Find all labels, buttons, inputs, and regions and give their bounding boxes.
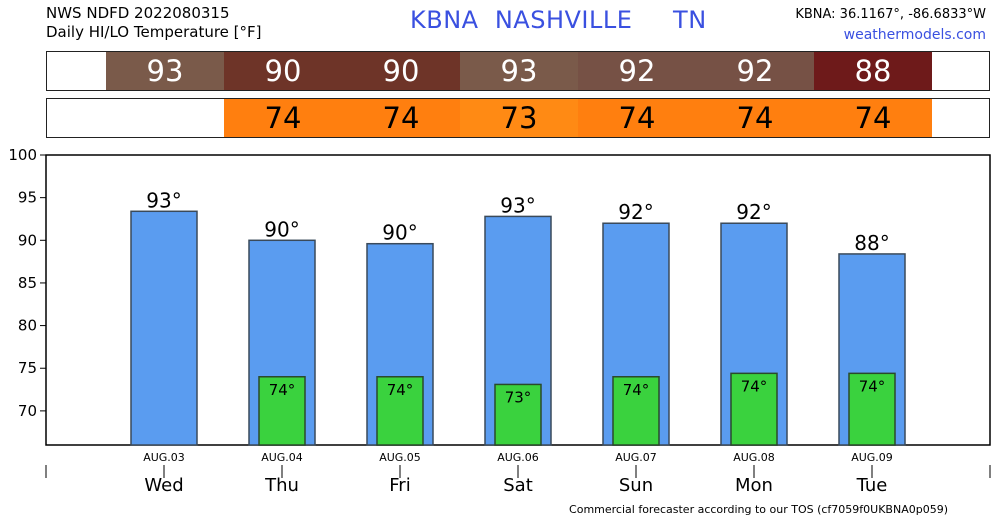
date-label: AUG.04 [261,451,303,464]
model-run-label: NWS NDFD 2022080315 [46,4,230,22]
date-label: AUG.03 [143,451,185,464]
y-tick-label: 95 [18,189,37,207]
y-tick-label: 85 [18,274,37,292]
hi-temp-cell: 90 [342,52,460,90]
y-tick-label: 70 [18,402,37,420]
lo-temp-cell: 74 [814,99,932,137]
hi-temp-label: 88° [854,231,889,255]
lo-temp-label: 74° [387,381,414,399]
y-tick-label: 75 [18,359,37,377]
y-tick-label: 90 [18,231,37,249]
lo-temp-cell: 74 [342,99,460,137]
lo-temp-label: 74° [269,381,296,399]
lo-temp-cell: 74 [224,99,342,137]
y-tick-label: 80 [18,317,37,335]
hi-temp-label: 93° [500,193,535,217]
lo-temp-label: 74° [741,377,768,395]
lo-temp-bar [494,383,542,446]
lo-temp-cell: 74 [696,99,814,137]
lo-temp-bar [258,376,306,446]
header-left: NWS NDFD 2022080315 Daily HI/LO Temperat… [46,4,262,42]
lo-temp-cell: 74 [578,99,696,137]
header-right: KBNA: 36.1167°, -86.6833°W weathermodels… [795,5,986,45]
lo-temp-label: 74° [623,381,650,399]
lo-temp-bar [612,376,660,446]
hi-temp-bar [130,210,198,446]
day-label: Fri [389,475,410,496]
hi-temp-cell: 90 [224,52,342,90]
lo-temp-cell: 73 [460,99,578,137]
hi-temp-cell: 92 [578,52,696,90]
site-link[interactable]: weathermodels.com [843,27,986,43]
hi-temp-label: 92° [736,200,771,224]
day-label: Sun [619,475,653,496]
lo-temp-bar [730,372,778,446]
date-label: AUG.06 [497,451,539,464]
date-label: AUG.05 [379,451,421,464]
lo-temp-bar [376,376,424,446]
hi-temp-label: 92° [618,200,653,224]
lo-temp-label: 73° [505,388,532,406]
hi-temp-strip: 93 90 90 93 92 92 88 [46,51,990,91]
lo-temp-cell [106,99,224,137]
hi-temp-label: 90° [264,217,299,241]
day-label: Thu [264,475,299,496]
hi-temp-label: 93° [146,188,181,212]
y-tick-label: 100 [8,146,37,164]
hi-temp-cell: 93 [460,52,578,90]
date-label: AUG.07 [615,451,657,464]
date-label: AUG.09 [851,451,893,464]
day-label: Sat [503,475,533,496]
chart-title: Daily HI/LO Temperature [°F] [46,23,262,41]
hi-temp-label: 90° [382,221,417,245]
day-label: Tue [856,475,888,496]
station-title: KBNA NASHVILLE TN [410,6,707,34]
hi-temp-cell: 88 [814,52,932,90]
lo-temp-bar [848,372,896,446]
footer-note: Commercial forecaster according to our T… [569,503,948,516]
date-label: AUG.08 [733,451,775,464]
day-label: Wed [144,475,183,496]
hi-temp-cell: 92 [696,52,814,90]
day-label: Mon [735,475,773,496]
station-coords: KBNA: 36.1167°, -86.6833°W [795,7,986,22]
hi-temp-cell: 93 [106,52,224,90]
lo-temp-strip: 74 74 73 74 74 74 [46,98,990,138]
lo-temp-label: 74° [859,377,886,395]
